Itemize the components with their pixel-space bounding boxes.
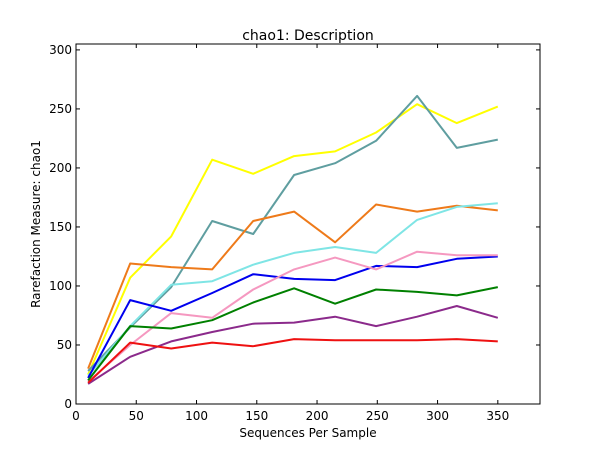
series-line-0 — [87, 103, 499, 375]
x-tick-label: 250 — [366, 409, 389, 423]
y-axis-label: Rarefaction Measure: chao1 — [29, 140, 43, 308]
series-line-5 — [87, 250, 498, 383]
y-tick-label: 200 — [49, 161, 72, 175]
series-line-2 — [87, 203, 498, 369]
series-line-6 — [87, 286, 498, 382]
y-tick-label: 0 — [64, 397, 72, 411]
y-tick-label: 300 — [49, 43, 72, 57]
x-tick-label: 350 — [486, 409, 509, 423]
series-line-3 — [87, 202, 498, 377]
axis-ticks: 0 50 100 150 200 250 300 350 0 50 100 150 200 250 300 — [49, 43, 540, 423]
series-line-8 — [87, 338, 498, 384]
x-tick-label: 100 — [185, 409, 208, 423]
x-tick-label: 300 — [426, 409, 449, 423]
x-tick-label: 50 — [129, 409, 144, 423]
series-lines — [87, 94, 499, 385]
y-tick-label: 150 — [49, 220, 72, 234]
series-line-4 — [87, 255, 498, 379]
chart-title: chao1: Description — [242, 28, 374, 44]
series-line-1 — [87, 94, 498, 372]
plot-frame — [75, 43, 541, 405]
x-tick-label: 0 — [72, 409, 80, 423]
x-tick-label: 150 — [245, 409, 268, 423]
x-tick-label: 200 — [306, 409, 329, 423]
y-tick-label: 250 — [49, 102, 72, 116]
x-axis-label: Sequences Per Sample — [239, 426, 376, 440]
y-tick-label: 50 — [57, 338, 72, 352]
y-tick-label: 100 — [49, 279, 72, 293]
